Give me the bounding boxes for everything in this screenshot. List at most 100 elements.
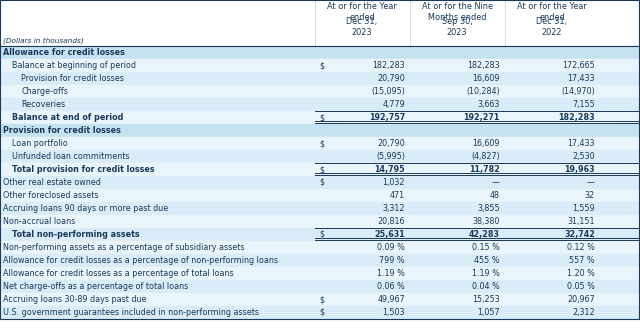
Text: Dec 31,
2023: Dec 31, 2023 xyxy=(346,17,378,37)
Bar xyxy=(0,189,640,202)
Bar xyxy=(0,215,640,228)
Text: 42,283: 42,283 xyxy=(469,230,500,239)
Text: 7,155: 7,155 xyxy=(572,100,595,109)
Text: Balance at beginning of period: Balance at beginning of period xyxy=(12,61,136,70)
Text: 0.12 %: 0.12 % xyxy=(567,243,595,252)
Text: Non-performing assets as a percentage of subsidiary assets: Non-performing assets as a percentage of… xyxy=(3,243,244,252)
Text: U.S. government guarantees included in non-performing assets: U.S. government guarantees included in n… xyxy=(3,308,259,317)
Text: 471: 471 xyxy=(390,191,405,200)
Bar xyxy=(0,306,640,319)
Text: 2,312: 2,312 xyxy=(572,308,595,317)
Text: Total non-performing assets: Total non-performing assets xyxy=(12,230,140,239)
Text: 49,967: 49,967 xyxy=(377,295,405,304)
Text: 32: 32 xyxy=(585,191,595,200)
Text: 182,283: 182,283 xyxy=(372,61,405,70)
Bar xyxy=(0,111,640,124)
Text: Accruing loans 30-89 days past due: Accruing loans 30-89 days past due xyxy=(3,295,147,304)
Text: 799 %: 799 % xyxy=(380,256,405,265)
Text: 0.06 %: 0.06 % xyxy=(377,282,405,291)
Text: 11,782: 11,782 xyxy=(469,165,500,174)
Text: 2,530: 2,530 xyxy=(572,152,595,161)
Bar xyxy=(0,254,640,267)
Text: Allowance for credit losses as a percentage of total loans: Allowance for credit losses as a percent… xyxy=(3,269,234,278)
Bar xyxy=(0,59,640,72)
Text: 0.15 %: 0.15 % xyxy=(472,243,500,252)
Text: 32,742: 32,742 xyxy=(564,230,595,239)
Text: 31,151: 31,151 xyxy=(568,217,595,226)
Bar xyxy=(0,0,640,46)
Text: 182,283: 182,283 xyxy=(467,61,500,70)
Text: $: $ xyxy=(319,113,324,122)
Text: Total provision for credit losses: Total provision for credit losses xyxy=(12,165,155,174)
Text: 1.19 %: 1.19 % xyxy=(472,269,500,278)
Text: 4,779: 4,779 xyxy=(382,100,405,109)
Text: 557 %: 557 % xyxy=(570,256,595,265)
Text: —: — xyxy=(492,178,500,187)
Text: 3,855: 3,855 xyxy=(477,204,500,213)
Text: 17,433: 17,433 xyxy=(568,139,595,148)
Text: Allowance for credit losses as a percentage of non-performing loans: Allowance for credit losses as a percent… xyxy=(3,256,278,265)
Text: 1,503: 1,503 xyxy=(383,308,405,317)
Text: —: — xyxy=(587,178,595,187)
Bar xyxy=(0,228,640,241)
Text: $: $ xyxy=(319,295,324,304)
Text: Loan portfolio: Loan portfolio xyxy=(12,139,68,148)
Text: $: $ xyxy=(319,308,324,317)
Bar xyxy=(0,267,640,280)
Text: 20,790: 20,790 xyxy=(377,74,405,83)
Text: Balance at end of period: Balance at end of period xyxy=(12,113,124,122)
Bar xyxy=(0,176,640,189)
Text: 1,032: 1,032 xyxy=(383,178,405,187)
Text: 38,380: 38,380 xyxy=(472,217,500,226)
Text: 16,609: 16,609 xyxy=(472,74,500,83)
Text: $: $ xyxy=(319,165,324,174)
Bar xyxy=(0,280,640,293)
Text: 48: 48 xyxy=(490,191,500,200)
Text: Dec 31,
2022: Dec 31, 2022 xyxy=(536,17,568,37)
Bar xyxy=(0,150,640,163)
Text: 0.04 %: 0.04 % xyxy=(472,282,500,291)
Text: At or for the Year
ended: At or for the Year ended xyxy=(327,2,397,22)
Bar xyxy=(0,293,640,306)
Text: Charge-offs: Charge-offs xyxy=(21,87,68,96)
Bar xyxy=(0,241,640,254)
Text: 20,790: 20,790 xyxy=(377,139,405,148)
Text: $: $ xyxy=(319,61,324,70)
Text: Recoveries: Recoveries xyxy=(21,100,65,109)
Text: 1,559: 1,559 xyxy=(572,204,595,213)
Text: Net charge-offs as a percentage of total loans: Net charge-offs as a percentage of total… xyxy=(3,282,188,291)
Text: (15,095): (15,095) xyxy=(371,87,405,96)
Text: At or for the Nine
Months ended: At or for the Nine Months ended xyxy=(422,2,493,22)
Text: 16,609: 16,609 xyxy=(472,139,500,148)
Bar xyxy=(0,163,640,176)
Text: Other real estate owned: Other real estate owned xyxy=(3,178,101,187)
Text: 20,967: 20,967 xyxy=(567,295,595,304)
Text: 3,663: 3,663 xyxy=(477,100,500,109)
Text: (5,995): (5,995) xyxy=(376,152,405,161)
Bar xyxy=(0,85,640,98)
Text: (Dollars in thousands): (Dollars in thousands) xyxy=(3,37,84,44)
Text: 455 %: 455 % xyxy=(474,256,500,265)
Text: Accruing loans 90 days or more past due: Accruing loans 90 days or more past due xyxy=(3,204,168,213)
Text: $: $ xyxy=(319,230,324,239)
Text: Provision for credit losses: Provision for credit losses xyxy=(3,126,121,135)
Text: 19,963: 19,963 xyxy=(564,165,595,174)
Bar xyxy=(0,72,640,85)
Text: 1,057: 1,057 xyxy=(477,308,500,317)
Text: Other foreclosed assets: Other foreclosed assets xyxy=(3,191,99,200)
Text: Unfunded loan commitments: Unfunded loan commitments xyxy=(12,152,129,161)
Text: 192,757: 192,757 xyxy=(369,113,405,122)
Text: 192,271: 192,271 xyxy=(463,113,500,122)
Text: $: $ xyxy=(319,178,324,187)
Text: At or for the Year
ended: At or for the Year ended xyxy=(517,2,587,22)
Text: 172,665: 172,665 xyxy=(563,61,595,70)
Bar xyxy=(0,202,640,215)
Text: (14,970): (14,970) xyxy=(561,87,595,96)
Text: 25,631: 25,631 xyxy=(374,230,405,239)
Bar xyxy=(0,124,640,137)
Text: 0.05 %: 0.05 % xyxy=(567,282,595,291)
Text: Sep 30,
2023: Sep 30, 2023 xyxy=(442,17,472,37)
Text: (10,284): (10,284) xyxy=(467,87,500,96)
Bar xyxy=(0,137,640,150)
Text: 1.20 %: 1.20 % xyxy=(567,269,595,278)
